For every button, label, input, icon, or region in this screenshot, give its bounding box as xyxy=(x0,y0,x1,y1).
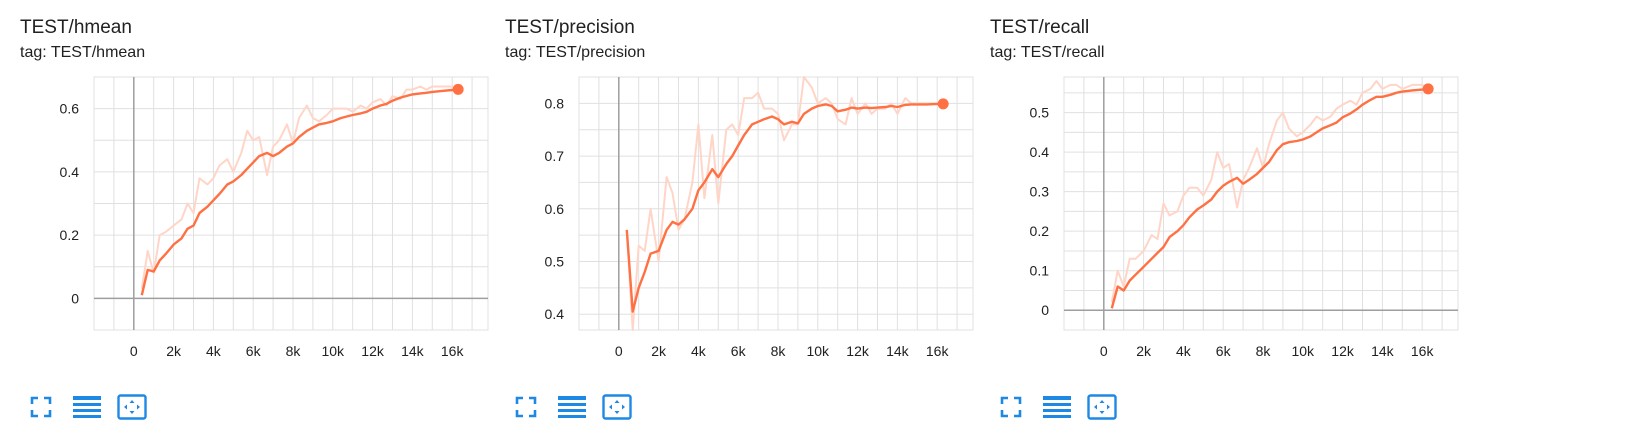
chart-toolbar xyxy=(515,392,675,422)
x-tick-label: 12k xyxy=(361,343,385,359)
fit-domain-icon xyxy=(602,394,632,420)
last-point-marker xyxy=(1422,83,1434,95)
toggle-y-log-icon xyxy=(73,396,101,418)
plot-frame xyxy=(93,76,489,331)
chart-tag: tag: TEST/recall xyxy=(990,44,1105,61)
y-tick-label: 0.4 xyxy=(60,164,80,180)
smoothed-series-line xyxy=(625,102,944,313)
smoothed-series-line xyxy=(140,88,459,296)
x-tick-label: 14k xyxy=(1371,343,1395,359)
fit-domain-icon xyxy=(1087,394,1117,420)
x-tick-label: 2k xyxy=(166,343,182,359)
x-tick-label: 14k xyxy=(401,343,425,359)
x-tick-label: 0 xyxy=(615,343,623,359)
chart-card-precision: TEST/precision tag: TEST/precision 0 2k 4k… xyxy=(485,0,985,441)
x-tick-label: 6k xyxy=(731,343,747,359)
y-tick-label: 0.4 xyxy=(545,306,565,322)
fit-domain-button[interactable] xyxy=(117,392,147,422)
x-tick-label: 16k xyxy=(926,343,950,359)
chart-tag: tag: TEST/hmean xyxy=(20,44,146,61)
chart-tag: tag: TEST/precision xyxy=(505,44,646,61)
x-tick-label: 4k xyxy=(691,343,707,359)
chart-toolbar xyxy=(30,392,190,422)
y-tick-label: 0.7 xyxy=(545,148,565,164)
x-tick-label: 16k xyxy=(441,343,465,359)
last-point-marker xyxy=(452,83,464,95)
plot-frame xyxy=(1063,76,1459,331)
x-tick-label: 16k xyxy=(1411,343,1435,359)
x-tick-label: 0 xyxy=(1100,343,1108,359)
x-tick-label: 8k xyxy=(771,343,787,359)
raw-series-line xyxy=(140,85,459,290)
x-tick-label: 2k xyxy=(1136,343,1152,359)
chart-title: TEST/hmean xyxy=(20,17,132,38)
x-tick-label: 14k xyxy=(886,343,910,359)
fit-domain-button[interactable] xyxy=(1087,392,1117,422)
chart-plot[interactable]: 0 2k 4k 6k 8k 10k 12k 14k 16k 0 0.1 0.2 0.3 0.4 0.5 xyxy=(970,0,1470,370)
y-tick-label: 0.1 xyxy=(1030,263,1050,279)
chart-title: TEST/precision xyxy=(505,17,635,38)
toggle-y-log-button[interactable] xyxy=(73,392,103,422)
x-tick-label: 12k xyxy=(846,343,870,359)
y-tick-label: 0 xyxy=(1041,302,1049,318)
x-tick-label: 8k xyxy=(286,343,302,359)
smoothed-series-line xyxy=(1110,87,1429,309)
last-point-marker xyxy=(937,98,949,110)
x-tick-label: 12k xyxy=(1331,343,1355,359)
y-tick-label: 0 xyxy=(71,290,79,306)
chart-plot[interactable]: 0 2k 4k 6k 8k 10k 12k 14k 16k 0 0.2 0.4 0.6 xyxy=(0,0,500,370)
x-tick-label: 10k xyxy=(321,343,345,359)
raw-series-line xyxy=(1110,80,1429,303)
y-tick-label: 0.5 xyxy=(545,253,565,269)
toggle-y-log-button[interactable] xyxy=(558,392,588,422)
x-tick-label: 6k xyxy=(1216,343,1232,359)
toggle-y-log-button[interactable] xyxy=(1043,392,1073,422)
x-tick-label: 6k xyxy=(246,343,262,359)
chart-card-recall: TEST/recall tag: TEST/recall 0 2k 4k 6k 8k 10… xyxy=(970,0,1470,441)
y-tick-label: 0.2 xyxy=(1030,223,1050,239)
fit-domain-icon xyxy=(117,394,147,420)
y-tick-label: 0.6 xyxy=(545,201,565,217)
x-tick-label: 8k xyxy=(1256,343,1272,359)
fullscreen-icon xyxy=(30,396,52,418)
y-tick-label: 0.8 xyxy=(545,95,565,111)
x-tick-label: 2k xyxy=(651,343,667,359)
plot-frame xyxy=(578,76,974,331)
x-tick-label: 4k xyxy=(206,343,222,359)
chart-card-hmean: TEST/hmean tag: TEST/hmean 0 2k 4k 6k 8k 10k 1… xyxy=(0,0,500,441)
y-tick-label: 0.6 xyxy=(60,101,80,117)
chart-title: TEST/recall xyxy=(990,17,1090,38)
fullscreen-button[interactable] xyxy=(30,392,60,422)
chart-plot[interactable]: 0 2k 4k 6k 8k 10k 12k 14k 16k 0.4 0.5 0.6 0.7 0.8 xyxy=(485,0,985,370)
x-tick-label: 10k xyxy=(806,343,830,359)
fit-domain-button[interactable] xyxy=(602,392,632,422)
y-tick-label: 0.3 xyxy=(1030,184,1050,200)
x-tick-label: 0 xyxy=(130,343,138,359)
fullscreen-button[interactable] xyxy=(515,392,545,422)
fullscreen-icon xyxy=(1000,396,1022,418)
y-tick-label: 0.2 xyxy=(60,227,80,243)
y-tick-label: 0.5 xyxy=(1030,105,1050,121)
raw-series-line xyxy=(625,76,944,331)
x-tick-label: 4k xyxy=(1176,343,1192,359)
x-tick-label: 10k xyxy=(1291,343,1315,359)
chart-toolbar xyxy=(1000,392,1160,422)
y-tick-label: 0.4 xyxy=(1030,144,1050,160)
toggle-y-log-icon xyxy=(1043,396,1071,418)
fullscreen-button[interactable] xyxy=(1000,392,1030,422)
toggle-y-log-icon xyxy=(558,396,586,418)
fullscreen-icon xyxy=(515,396,537,418)
